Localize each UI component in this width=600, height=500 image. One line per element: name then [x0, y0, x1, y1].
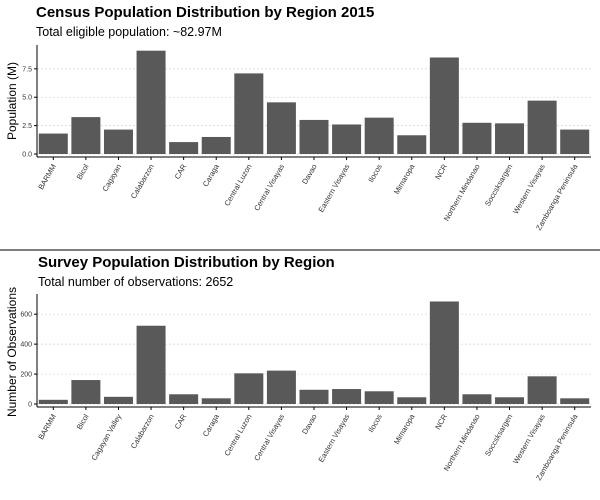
census-chart: Census Population Distribution by Region… — [5, 4, 591, 232]
survey-x-tick-label: CAR — [173, 412, 189, 431]
census-chart-subtitle: Total eligible population: ~82.97M — [36, 25, 222, 39]
census-x-ticks: BARMM Bicol Cagayan Calabarzon CAR Caraga Cent… — [36, 157, 580, 232]
census-x-tick-label: NCR — [433, 162, 449, 181]
census-bar-9 — [332, 124, 362, 154]
survey-bar-12 — [429, 301, 459, 404]
survey-x-tick-label: BARMM — [36, 413, 58, 442]
survey-chart-subtitle: Total number of observations: 2652 — [38, 275, 233, 289]
census-x-tick-label: Eastern Visayas — [316, 162, 351, 214]
survey-x-tick-label: Western Visayas — [511, 412, 547, 465]
survey-x-tick-label: Central Luzon — [222, 413, 253, 458]
survey-x-tick-label: NCR — [433, 412, 449, 431]
census-bar-15 — [527, 100, 557, 154]
census-y-tick-label: 5.0 — [22, 95, 32, 102]
survey-x-tick-label: Central Visayas — [252, 412, 286, 462]
census-chart-title: Census Population Distribution by Region… — [36, 4, 374, 21]
census-bar-5 — [201, 136, 231, 154]
survey-bar-6 — [234, 373, 264, 404]
survey-y-tick-label: 200 — [20, 372, 32, 379]
survey-bar-1 — [71, 380, 101, 404]
census-x-tick-label: Caraga — [201, 162, 222, 189]
census-y-tick-label: 7.5 — [22, 66, 32, 73]
census-bar-10 — [364, 117, 394, 154]
census-x-tick-label: Davao — [300, 163, 319, 186]
survey-bar-0 — [38, 399, 68, 404]
census-x-tick-label: Bicol — [75, 162, 91, 181]
census-bars — [38, 50, 590, 155]
survey-bar-9 — [332, 389, 362, 404]
survey-bar-16 — [560, 398, 590, 404]
survey-y-tick-label: 0 — [28, 402, 32, 409]
census-bar-4 — [169, 142, 199, 154]
census-y-axis-label: Population (M) — [5, 62, 19, 140]
survey-y-axis-label: Number of Observations — [5, 287, 19, 417]
survey-bar-8 — [299, 389, 329, 404]
survey-y-tick-label: 400 — [20, 342, 32, 349]
survey-bars — [38, 301, 590, 404]
survey-bar-2 — [103, 396, 133, 404]
census-bar-16 — [560, 129, 590, 154]
census-x-tick-label: Cagayan — [100, 163, 123, 194]
survey-x-tick-label: Soccsksargen — [483, 413, 514, 458]
census-x-tick-label: Central Visayas — [252, 162, 286, 212]
survey-x-tick-label: Northern Mindanao — [442, 413, 482, 473]
census-bar-1 — [71, 117, 101, 154]
census-bar-6 — [234, 73, 264, 154]
census-x-tick-label: BARMM — [36, 163, 58, 192]
census-y-tick-label: 2.5 — [22, 123, 32, 130]
survey-bar-5 — [201, 398, 231, 404]
census-bar-7 — [266, 102, 296, 154]
census-bar-12 — [429, 57, 459, 155]
survey-x-tick-label: Mimaropa — [392, 412, 417, 446]
survey-x-tick-label: Davao — [300, 413, 319, 436]
survey-bar-14 — [495, 397, 525, 404]
census-bar-8 — [299, 119, 329, 154]
census-x-tick-label: CAR — [173, 162, 189, 181]
census-x-tick-label: Ilocos — [366, 162, 384, 184]
survey-bar-10 — [364, 391, 394, 404]
census-bar-13 — [462, 122, 492, 154]
census-x-tick-label: Central Luzon — [222, 163, 253, 208]
census-x-tick-label: Mimaropa — [392, 162, 417, 196]
survey-chart: Survey Population Distribution by Region… — [5, 254, 591, 482]
survey-bar-15 — [527, 376, 557, 404]
survey-y-tick-label: 600 — [20, 312, 32, 319]
census-x-tick-label: Northern Mindanao — [442, 163, 482, 223]
survey-x-tick-label: Eastern Visayas — [316, 412, 351, 464]
survey-bar-4 — [169, 394, 199, 404]
census-x-tick-label: Soccsksargen — [483, 163, 514, 208]
census-x-tick-label: Western Visayas — [511, 162, 547, 215]
survey-x-tick-label: Ilocos — [366, 412, 384, 434]
survey-bar-11 — [397, 397, 427, 404]
census-bar-14 — [495, 123, 525, 154]
survey-x-tick-label: Bicol — [75, 412, 91, 431]
census-bar-3 — [136, 50, 166, 155]
census-x-tick-label: Calabarzon — [129, 163, 156, 201]
survey-x-tick-label: Cagayan Valley — [89, 412, 123, 462]
survey-x-tick-label: Calabarzon — [129, 413, 156, 451]
census-bar-11 — [397, 135, 427, 154]
survey-bar-13 — [462, 394, 492, 404]
survey-bar-3 — [136, 325, 166, 404]
census-bar-2 — [103, 129, 133, 154]
survey-bar-7 — [266, 370, 296, 404]
census-y-tick-label: 0.0 — [22, 152, 32, 159]
survey-chart-title: Survey Population Distribution by Region — [38, 254, 335, 271]
survey-x-tick-label: Caraga — [201, 412, 222, 439]
census-bar-0 — [38, 133, 68, 154]
